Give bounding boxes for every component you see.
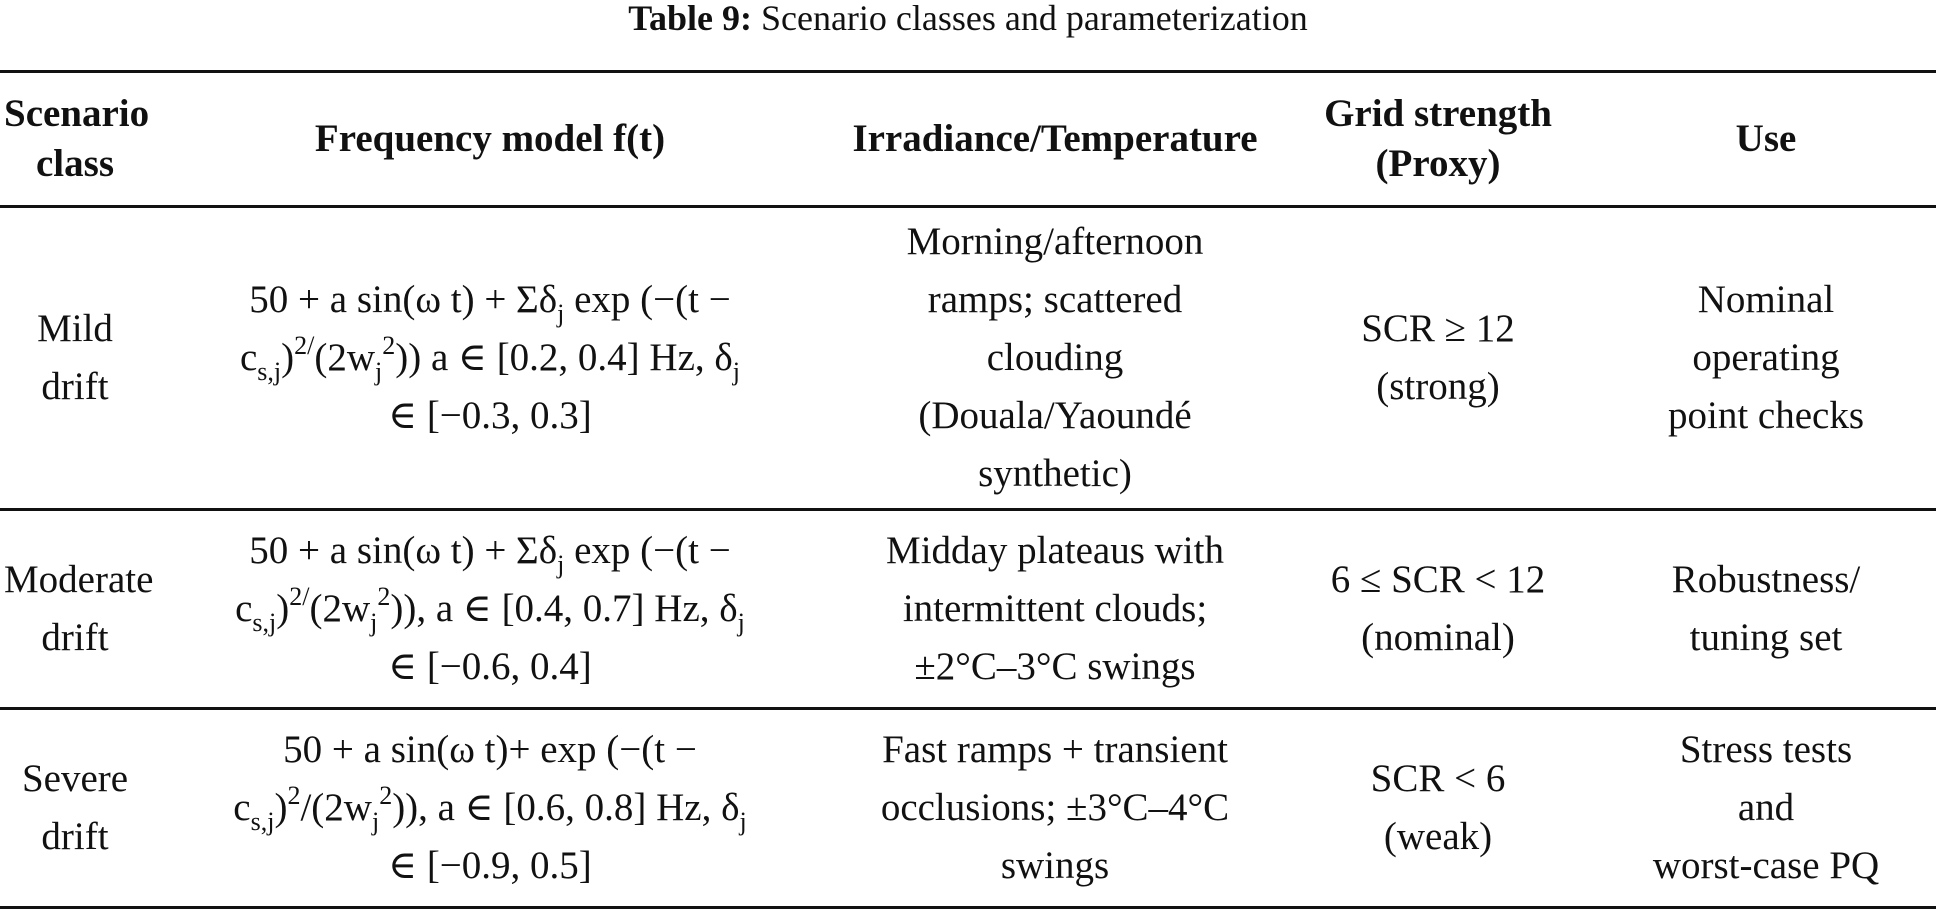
caption-label: Table 9: [628,0,752,38]
caption-text: Scenario classes and parameterization [760,0,1308,38]
formula-line-1: 50 + a sin(ω t) + Σδj exp (−(t − [249,529,731,579]
header-grid-strength: Grid strength (Proxy) [1324,92,1552,185]
formula-line-2: cs,j)2/(2wj2)), a ∈ [0.6, 0.8] Hz, δj [233,781,747,836]
scenario-table: Scenario class Frequency model f(t) Irra… [0,70,1936,909]
table-row: Severe drift 50 + a sin(ω t)+ exp (−(t −… [0,709,1936,908]
header-row: Scenario class Frequency model f(t) Irra… [0,71,1936,207]
cell-irradiance: Midday plateaus with intermittent clouds… [886,529,1224,688]
formula-line-3: ∈ [−0.3, 0.3] [388,394,592,437]
cell-grid-strength: SCR < 6 (weak) [1370,757,1506,858]
header-scenario-class: Scenario class [4,92,150,185]
header-irradiance: Irradiance/Temperature [852,117,1258,160]
cell-scenario-class: Severe drift [21,757,129,858]
cell-use: Robustness/ tuning set [1671,558,1861,659]
cell-use: Stress tests and worst-case PQ [1652,728,1880,887]
formula-line-3: ∈ [−0.6, 0.4] [388,645,592,688]
cell-scenario-class: Mild drift [37,307,113,408]
cell-frequency-model: 50 + a sin(ω t)+ exp (−(t − cs,j)2/(2wj2… [150,709,830,908]
cell-irradiance: Morning/afternoon ramps; scattered cloud… [906,220,1204,495]
header-use: Use [1735,117,1797,160]
cell-use: Nominal operating point checks [1667,278,1865,437]
formula-line-3: ∈ [−0.9, 0.5] [388,844,592,887]
header-frequency-model: Frequency model f(t) [314,117,666,160]
cell-scenario-class: Moderate drift [4,558,154,659]
cell-grid-strength: SCR ≥ 12 (strong) [1361,307,1515,408]
table-row: Mild drift 50 + a sin(ω t) + Σδj exp (−(… [0,207,1936,510]
cell-irradiance: Fast ramps + transient occlusions; ±3°C–… [880,728,1230,887]
cell-frequency-model: 50 + a sin(ω t) + Σδj exp (−(t − cs,j)2/… [150,207,830,510]
table-row: Moderate drift 50 + a sin(ω t) + Σδj exp… [0,510,1936,709]
table-caption: Table 9: Scenario classes and parameteri… [0,0,1936,40]
formula-line-2: cs,j)2/(2wj2)), a ∈ [0.4, 0.7] Hz, δj [235,582,745,637]
cell-frequency-model: 50 + a sin(ω t) + Σδj exp (−(t − cs,j)2/… [150,510,830,709]
formula-line-1: 50 + a sin(ω t) + Σδj exp (−(t − [249,278,731,328]
cell-grid-strength: 6 ≤ SCR < 12 (nominal) [1330,558,1546,659]
formula-line-1: 50 + a sin(ω t)+ exp (−(t − [283,728,697,771]
formula-line-2: cs,j)2/(2wj2)) a ∈ [0.2, 0.4] Hz, δj [239,331,741,386]
